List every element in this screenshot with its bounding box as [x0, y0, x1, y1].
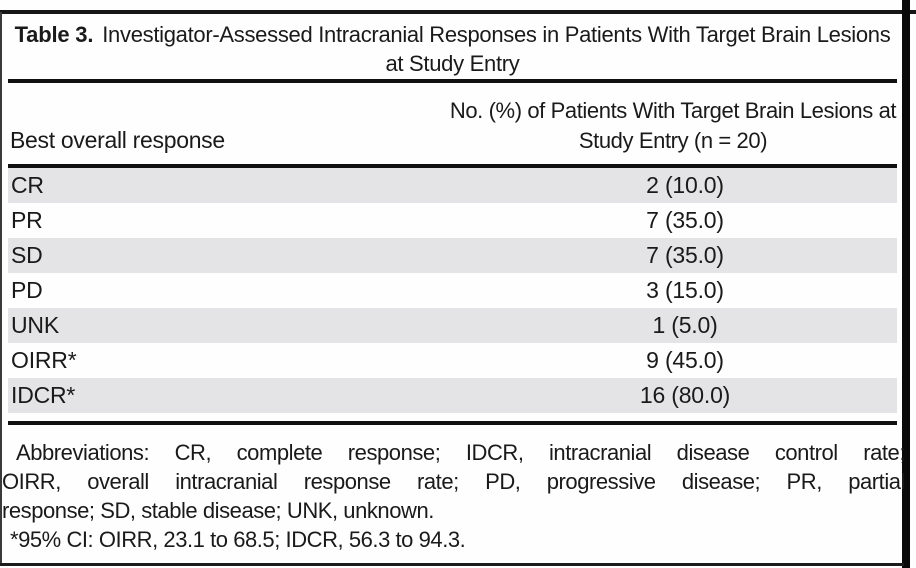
row-label: IDCR*	[11, 382, 76, 408]
table-row: OIRR* 9 (45.0)	[8, 343, 897, 378]
table-row: PD 3 (15.0)	[8, 273, 897, 308]
row-value: 3 (15.0)	[646, 277, 724, 303]
table-row: IDCR* 16 (80.0)	[8, 378, 897, 413]
row-value: 2 (10.0)	[646, 172, 724, 198]
row-value: 1 (5.0)	[652, 312, 718, 338]
table-title-text: Investigator-Assessed Intracranial Respo…	[102, 22, 891, 76]
table-title: Table 3. Investigator-Assessed Intracrani…	[8, 20, 897, 78]
row-label: SD	[11, 242, 43, 268]
ci-footnote: *95% CI: OIRR, 23.1 to 68.5; IDCR, 56.3 …	[10, 527, 466, 552]
scan-border-left	[0, 12, 2, 564]
row-label: PR	[11, 207, 43, 233]
column-header-response: Best overall response	[10, 127, 225, 153]
row-label: OIRR*	[11, 347, 77, 373]
row-label: UNK	[11, 312, 59, 338]
table-row: UNK 1 (5.0)	[8, 308, 897, 343]
rule-under-header	[8, 164, 897, 168]
row-label: PD	[11, 277, 43, 303]
table-body: CR 2 (10.0) PR 7 (35.0) SD 7 (35.0) PD 3…	[8, 168, 897, 413]
row-value: 7 (35.0)	[646, 207, 724, 233]
abbreviations-line: Abbreviations: CR, complete response; ID…	[16, 440, 905, 465]
rule-under-title	[8, 79, 897, 83]
table-footnotes: Abbreviations: CR, complete response; ID…	[2, 438, 905, 554]
row-value: 16 (80.0)	[639, 382, 731, 408]
scan-border-right-bar	[902, 0, 910, 568]
table-row: SD 7 (35.0)	[8, 238, 897, 273]
table-number-label: Table 3.	[14, 22, 94, 47]
abbreviations-line: response; SD, stable disease; UNK, unkno…	[2, 498, 434, 523]
table-header-row: Best overall response No. (%) of Patient…	[8, 90, 897, 160]
abbreviations-line: OIRR, overall intracranial response rate…	[2, 469, 905, 494]
column-header-patients: No. (%) of Patients With Target Brain Le…	[449, 98, 897, 153]
scan-border-bottom	[0, 563, 904, 566]
rule-above-footnotes	[8, 421, 897, 425]
table-row: PR 7 (35.0)	[8, 203, 897, 238]
row-label: CR	[11, 172, 44, 198]
row-value: 9 (45.0)	[646, 347, 724, 373]
table-row: CR 2 (10.0)	[8, 168, 897, 203]
row-value: 7 (35.0)	[646, 242, 724, 268]
scan-border-top	[0, 10, 916, 14]
